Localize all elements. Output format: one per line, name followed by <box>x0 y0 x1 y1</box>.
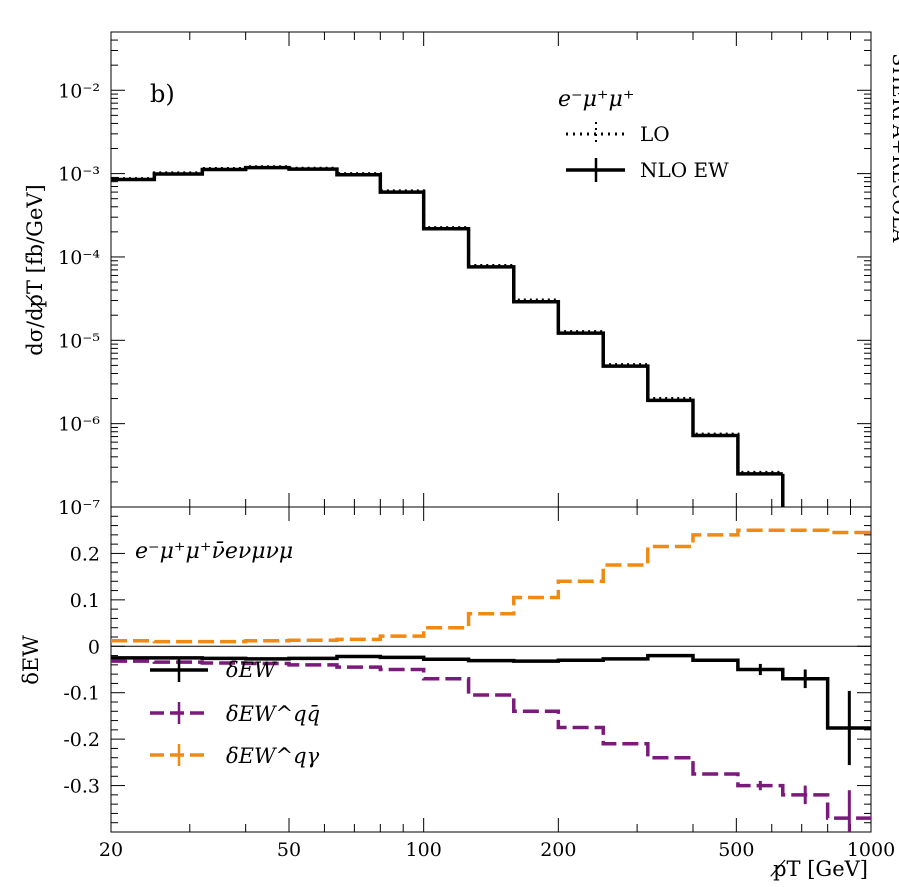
x-tick-label: 1000 <box>847 839 895 861</box>
y-tick-label: 10⁻⁶ <box>58 414 100 436</box>
y-tick-label: -0.1 <box>63 683 100 705</box>
top-process-label: e⁻μ⁺μ⁺ <box>558 87 634 112</box>
legend-nlo-label: NLO EW <box>640 158 729 182</box>
series-lo <box>111 165 783 474</box>
series-delta-ew <box>111 653 871 730</box>
side-label: SHERPA+RECOLA <box>888 53 899 243</box>
x-tick-label: 100 <box>406 839 442 861</box>
top-panel: 10⁻⁷ 10⁻⁶ 10⁻⁵ 10⁻⁴ 10⁻³ 10⁻² <box>58 31 872 519</box>
top-frame <box>110 31 872 508</box>
legend-lo-label: LO <box>640 122 670 146</box>
y-tick-label: 10⁻⁵ <box>58 330 100 352</box>
bottom-process-label: e⁻μ⁺μ⁺ν̄eνμνμ <box>135 539 293 564</box>
series-delta-qqbar <box>111 659 871 820</box>
legend-dqg-label: δEW^qγ <box>226 744 320 768</box>
x-tick-label: 200 <box>540 839 576 861</box>
bottom-ylabel: δEW <box>19 635 43 685</box>
top-ylabel: dσ/dp̸T [fb/GeV] <box>23 184 47 355</box>
bottom-panel: 20 50 100 200 500 1000 -0.3 -0.2 -0.1 0 0.1 0.2 <box>63 506 895 861</box>
bottom-legend: δEW δEW^qq̄ δEW^qγ <box>150 658 320 768</box>
y-tick-label: 10⁻² <box>58 80 100 102</box>
xlabel: p̸T [GeV] <box>770 857 868 881</box>
y-tick-label: 10⁻³ <box>58 164 100 186</box>
y-tick-label: -0.3 <box>63 776 100 798</box>
y-tick-label: 0.2 <box>70 543 100 565</box>
y-tick-label: 10⁻⁷ <box>58 497 100 519</box>
legend-dqq-label: δEW^qq̄ <box>226 702 320 726</box>
bottom-frame <box>110 506 872 833</box>
series-delta-qgamma <box>111 528 871 644</box>
y-tick-label: 0.1 <box>70 590 100 612</box>
series-nlo-ew <box>111 165 783 476</box>
panel-label: b) <box>150 80 175 108</box>
x-tick-label: 20 <box>99 839 123 861</box>
y-tick-label: 0 <box>88 636 100 658</box>
y-tick-label: 10⁻⁴ <box>58 247 100 269</box>
legend-dew-label: δEW <box>226 658 278 682</box>
top-legend: LO NLO EW <box>566 122 729 182</box>
x-tick-label: 50 <box>277 839 301 861</box>
y-tick-label: -0.2 <box>63 729 100 751</box>
x-tick-label: 500 <box>718 839 754 861</box>
